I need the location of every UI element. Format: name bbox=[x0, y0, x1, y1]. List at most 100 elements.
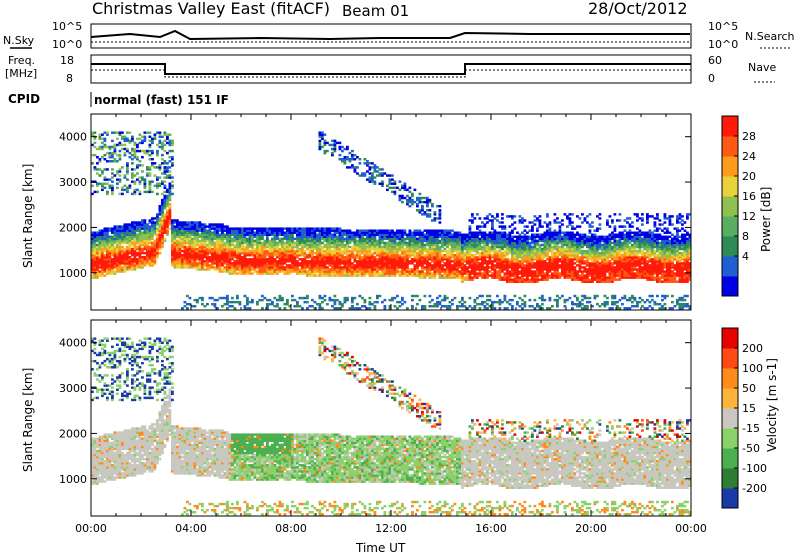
power-cell bbox=[276, 253, 279, 257]
power-cell bbox=[411, 243, 414, 247]
power-cell bbox=[508, 245, 512, 249]
power-cell bbox=[468, 239, 472, 243]
power-cell bbox=[546, 278, 549, 281]
power-cell bbox=[411, 307, 414, 310]
power-cell bbox=[483, 260, 487, 263]
power-cell bbox=[418, 272, 422, 275]
power-cell bbox=[116, 160, 119, 163]
power-cell bbox=[161, 158, 164, 161]
power-cell bbox=[543, 245, 547, 249]
power-cell bbox=[126, 233, 129, 236]
power-cell bbox=[138, 176, 142, 179]
power-cell bbox=[136, 164, 139, 167]
power-cell bbox=[476, 249, 479, 253]
power-cell bbox=[186, 235, 189, 239]
power-cell bbox=[336, 272, 339, 275]
power-cell bbox=[291, 256, 294, 259]
power-cell bbox=[478, 256, 482, 259]
power-cell bbox=[98, 174, 102, 177]
power-cell bbox=[391, 243, 394, 247]
power-cell bbox=[361, 239, 364, 243]
power-cell bbox=[291, 270, 294, 273]
power-cell bbox=[98, 135, 102, 138]
power-cell bbox=[291, 298, 294, 302]
power-cell bbox=[361, 305, 364, 308]
power-cell bbox=[343, 237, 347, 241]
power-cell bbox=[423, 258, 427, 261]
power-cell bbox=[368, 264, 372, 267]
power-cell bbox=[456, 274, 459, 277]
power-cell bbox=[446, 231, 449, 234]
power-cell bbox=[236, 247, 239, 251]
power-cell bbox=[371, 251, 374, 255]
nsky-tick-top: 10^5 bbox=[52, 20, 82, 33]
power-cell bbox=[368, 172, 372, 175]
power-cell bbox=[323, 243, 327, 247]
power-cell bbox=[311, 251, 314, 255]
power-cell bbox=[508, 298, 512, 302]
power-cell bbox=[266, 258, 269, 261]
power-cell bbox=[531, 266, 534, 269]
power-cell bbox=[371, 174, 374, 177]
power-cell bbox=[111, 186, 114, 190]
power-cell bbox=[328, 235, 332, 239]
power-cell bbox=[341, 235, 344, 239]
power-cell bbox=[323, 231, 327, 234]
power-cell bbox=[373, 241, 377, 245]
power-cell bbox=[363, 172, 367, 175]
power-cell bbox=[153, 258, 157, 261]
power-cell bbox=[301, 235, 304, 239]
power-cell bbox=[351, 256, 354, 259]
power-cell bbox=[91, 133, 94, 136]
power-cell bbox=[241, 237, 244, 241]
power-cell bbox=[386, 253, 389, 257]
power-cell bbox=[126, 131, 129, 134]
power-cell bbox=[538, 243, 542, 247]
power-cell bbox=[276, 241, 279, 245]
power-cell bbox=[431, 305, 434, 308]
power-cell bbox=[136, 158, 139, 161]
power-cell bbox=[173, 225, 177, 228]
power-cell bbox=[403, 188, 407, 192]
power-cell bbox=[103, 158, 107, 161]
power-cell bbox=[328, 256, 332, 259]
power-cell bbox=[498, 241, 502, 245]
power-cell bbox=[156, 219, 159, 222]
power-cell bbox=[526, 266, 529, 269]
power-cell bbox=[93, 131, 97, 134]
power-cell bbox=[121, 249, 124, 253]
power-cell bbox=[163, 160, 167, 163]
power-cell bbox=[233, 231, 237, 234]
power-cell bbox=[528, 249, 532, 253]
power-cell bbox=[281, 260, 284, 263]
power-cell bbox=[423, 307, 427, 310]
power-cell bbox=[261, 247, 264, 251]
power-cell bbox=[333, 251, 337, 255]
power-cell bbox=[443, 229, 447, 232]
power-cell bbox=[378, 239, 382, 243]
power-cell bbox=[256, 247, 259, 251]
power-cell bbox=[263, 262, 267, 265]
power-cell bbox=[111, 231, 114, 234]
power-cell bbox=[336, 245, 339, 249]
power-cell bbox=[263, 229, 267, 232]
power-cell bbox=[486, 298, 489, 302]
power-cell bbox=[471, 272, 474, 275]
power-cell bbox=[441, 276, 444, 279]
power-cell bbox=[101, 270, 104, 273]
power-cell bbox=[391, 249, 394, 253]
power-cell bbox=[493, 233, 497, 236]
power-cell bbox=[361, 235, 364, 239]
power-cell bbox=[316, 227, 319, 230]
power-cell bbox=[491, 300, 494, 304]
power-cell bbox=[126, 186, 129, 190]
power-cell bbox=[396, 272, 399, 275]
power-cell bbox=[293, 270, 297, 273]
power-cell bbox=[218, 225, 222, 228]
power-cell bbox=[406, 198, 409, 202]
power-cell bbox=[93, 235, 97, 239]
power-cell bbox=[438, 270, 442, 273]
power-cell bbox=[498, 266, 502, 269]
power-cell bbox=[198, 245, 202, 249]
power-cell bbox=[473, 264, 477, 267]
